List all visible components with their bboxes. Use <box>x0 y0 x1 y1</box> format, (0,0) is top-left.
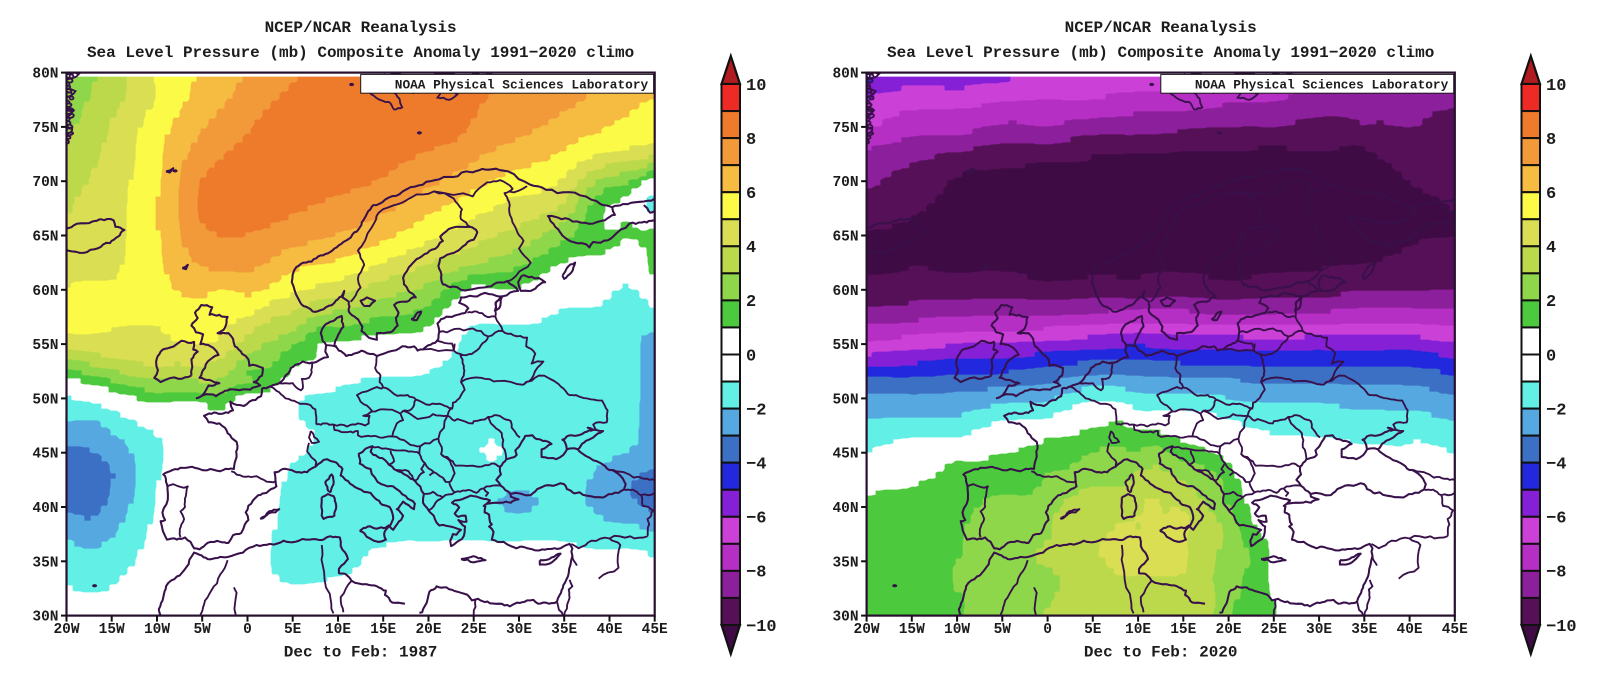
svg-text:0: 0 <box>1546 347 1556 366</box>
svg-text:10E: 10E <box>325 622 351 638</box>
svg-text:20E: 20E <box>1216 622 1242 638</box>
svg-text:30E: 30E <box>1306 622 1332 638</box>
svg-text:−8: −8 <box>746 564 766 583</box>
svg-text:35E: 35E <box>1351 622 1377 638</box>
svg-text:0: 0 <box>746 347 756 366</box>
svg-text:4: 4 <box>746 239 756 258</box>
svg-text:Sea Level Pressure (mb) Compos: Sea Level Pressure (mb) Composite Anomal… <box>87 44 634 62</box>
svg-text:0: 0 <box>1043 622 1052 638</box>
svg-text:50N: 50N <box>32 392 58 408</box>
svg-text:8: 8 <box>1546 131 1556 150</box>
svg-text:10W: 10W <box>144 622 170 638</box>
svg-text:80N: 80N <box>832 67 858 83</box>
svg-text:45N: 45N <box>32 447 58 463</box>
svg-text:0: 0 <box>243 622 252 638</box>
svg-text:75N: 75N <box>832 121 858 137</box>
svg-text:80N: 80N <box>32 67 58 83</box>
svg-text:10: 10 <box>1546 77 1566 96</box>
svg-text:Dec to Feb: 1987: Dec to Feb: 1987 <box>284 644 438 662</box>
svg-text:65N: 65N <box>832 230 858 246</box>
svg-text:25E: 25E <box>1261 622 1287 638</box>
svg-text:15W: 15W <box>899 622 925 638</box>
svg-text:−8: −8 <box>1546 564 1566 583</box>
svg-text:NOAA Physical Sciences Laborat: NOAA Physical Sciences Laboratory <box>1195 77 1449 92</box>
svg-text:35N: 35N <box>832 555 858 571</box>
svg-text:5E: 5E <box>284 622 302 638</box>
svg-text:Dec to Feb: 2020: Dec to Feb: 2020 <box>1084 644 1238 662</box>
svg-text:4: 4 <box>1546 239 1556 258</box>
svg-text:20E: 20E <box>415 622 441 638</box>
svg-text:45E: 45E <box>642 622 668 638</box>
svg-text:60N: 60N <box>32 284 58 300</box>
svg-text:40N: 40N <box>32 501 58 517</box>
svg-text:5W: 5W <box>193 622 211 638</box>
svg-text:35N: 35N <box>32 555 58 571</box>
svg-text:−4: −4 <box>746 456 766 475</box>
svg-text:35E: 35E <box>551 622 577 638</box>
svg-text:50N: 50N <box>832 392 858 408</box>
svg-text:75N: 75N <box>32 121 58 137</box>
svg-text:−2: −2 <box>746 401 766 420</box>
svg-text:NCEP/NCAR Reanalysis: NCEP/NCAR Reanalysis <box>265 19 457 37</box>
svg-text:45N: 45N <box>832 447 858 463</box>
svg-text:30E: 30E <box>506 622 532 638</box>
svg-text:6: 6 <box>1546 185 1556 204</box>
svg-text:55N: 55N <box>832 338 858 354</box>
svg-text:−2: −2 <box>1546 401 1566 420</box>
svg-text:40E: 40E <box>1397 622 1423 638</box>
svg-text:NCEP/NCAR Reanalysis: NCEP/NCAR Reanalysis <box>1065 19 1257 37</box>
svg-text:8: 8 <box>746 131 756 150</box>
svg-text:2: 2 <box>746 293 756 312</box>
svg-text:5E: 5E <box>1084 622 1102 638</box>
svg-text:Sea Level Pressure (mb) Compos: Sea Level Pressure (mb) Composite Anomal… <box>887 44 1434 62</box>
svg-text:40N: 40N <box>832 501 858 517</box>
svg-text:25E: 25E <box>461 622 487 638</box>
svg-text:30N: 30N <box>832 610 858 626</box>
svg-text:−6: −6 <box>746 510 766 529</box>
svg-text:10E: 10E <box>1125 622 1151 638</box>
svg-text:6: 6 <box>746 185 756 204</box>
svg-text:30N: 30N <box>32 610 58 626</box>
svg-text:−10: −10 <box>746 618 777 637</box>
svg-text:70N: 70N <box>832 175 858 191</box>
svg-text:−10: −10 <box>1546 618 1577 637</box>
svg-text:10: 10 <box>746 77 766 96</box>
svg-text:15E: 15E <box>370 622 396 638</box>
svg-text:10W: 10W <box>944 622 970 638</box>
svg-text:45E: 45E <box>1442 622 1468 638</box>
svg-text:20W: 20W <box>854 622 880 638</box>
svg-text:−6: −6 <box>1546 510 1566 529</box>
svg-text:15E: 15E <box>1170 622 1196 638</box>
svg-text:5W: 5W <box>994 622 1012 638</box>
svg-text:65N: 65N <box>32 230 58 246</box>
svg-text:20W: 20W <box>53 622 79 638</box>
svg-text:60N: 60N <box>832 284 858 300</box>
svg-text:40E: 40E <box>596 622 622 638</box>
svg-text:2: 2 <box>1546 293 1556 312</box>
svg-text:15W: 15W <box>99 622 125 638</box>
svg-text:70N: 70N <box>32 175 58 191</box>
svg-text:−4: −4 <box>1546 456 1566 475</box>
svg-text:55N: 55N <box>32 338 58 354</box>
svg-text:NOAA Physical Sciences Laborat: NOAA Physical Sciences Laboratory <box>395 77 649 92</box>
